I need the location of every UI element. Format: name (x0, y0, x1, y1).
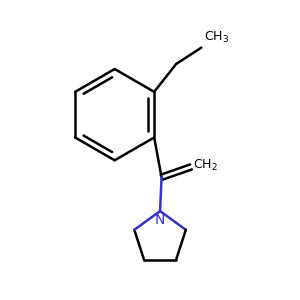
Text: CH$_3$: CH$_3$ (204, 30, 229, 45)
Text: N: N (155, 213, 165, 226)
Text: CH$_2$: CH$_2$ (194, 158, 218, 173)
